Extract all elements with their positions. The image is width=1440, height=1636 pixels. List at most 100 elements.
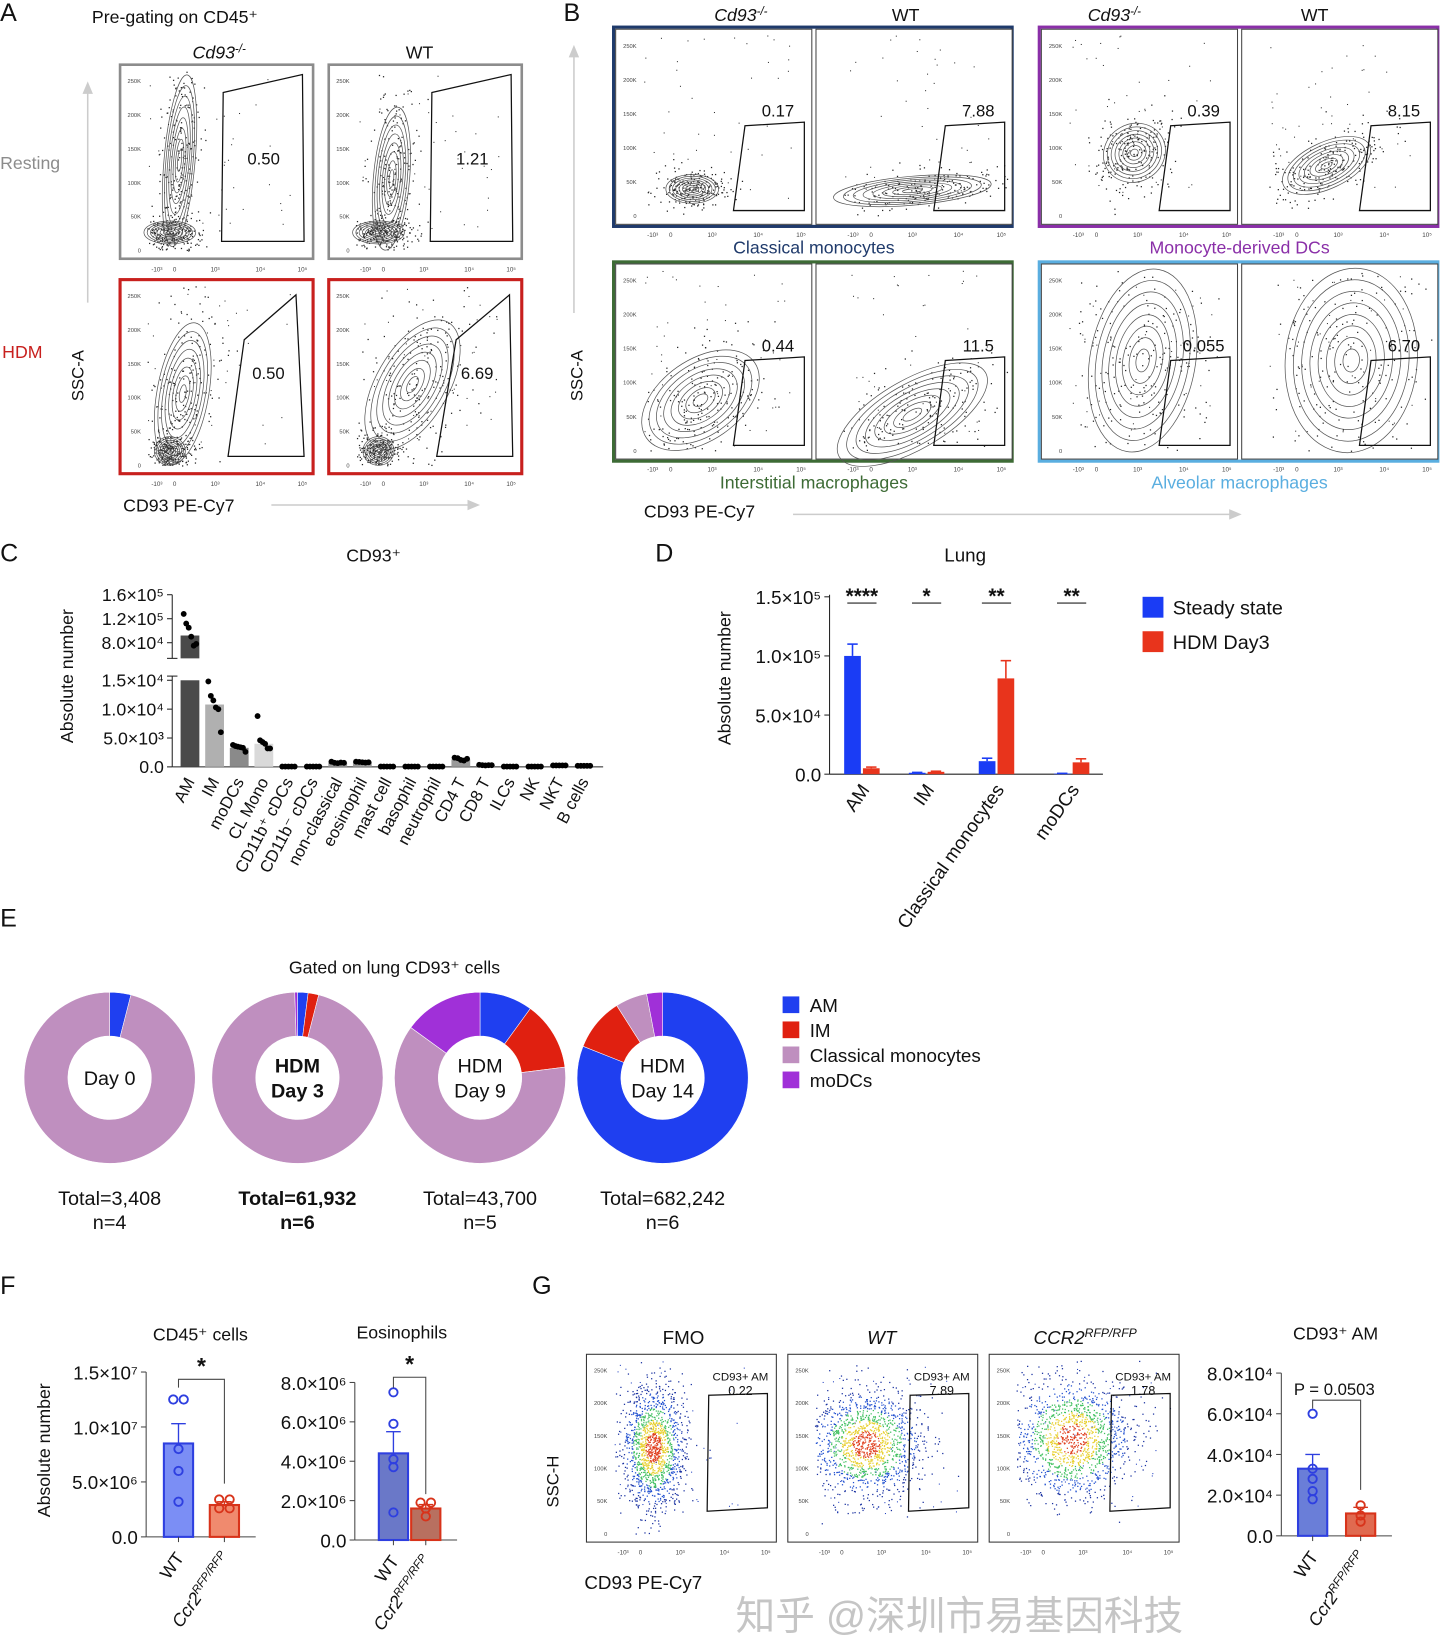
event-dot bbox=[969, 195, 971, 197]
data-point bbox=[183, 620, 190, 627]
event-dot bbox=[634, 1485, 636, 1487]
event-dot bbox=[395, 94, 397, 97]
event-dot bbox=[977, 124, 979, 126]
event-dot bbox=[636, 1463, 639, 1465]
bar bbox=[180, 635, 200, 659]
bar bbox=[927, 771, 945, 775]
event-dot bbox=[166, 234, 168, 236]
event-dot bbox=[1088, 137, 1090, 139]
bar bbox=[844, 655, 861, 775]
event-dot bbox=[1361, 69, 1363, 71]
event-dot bbox=[171, 428, 174, 431]
event-dot bbox=[214, 323, 216, 325]
event-dot bbox=[373, 427, 375, 429]
contour-line bbox=[1304, 150, 1349, 181]
event-dot bbox=[1186, 366, 1189, 368]
event-dot bbox=[1318, 428, 1320, 431]
event-dot bbox=[696, 184, 698, 187]
event-dot bbox=[666, 210, 668, 212]
event-dot bbox=[493, 332, 495, 334]
event-dot bbox=[184, 157, 186, 160]
event-dot bbox=[762, 350, 764, 352]
event-dot bbox=[168, 381, 170, 383]
y-tick-label: 1.6×10⁵ bbox=[102, 585, 164, 605]
event-dot bbox=[227, 159, 230, 161]
event-dot bbox=[962, 401, 964, 403]
event-dot bbox=[983, 182, 985, 184]
event-dot bbox=[717, 431, 719, 433]
event-dot bbox=[659, 1442, 662, 1444]
legend-swatch bbox=[1142, 631, 1164, 653]
event-dot bbox=[180, 201, 182, 203]
contour-line bbox=[893, 401, 932, 428]
event-dot bbox=[1411, 278, 1413, 280]
event-dot bbox=[397, 137, 400, 140]
data-point bbox=[173, 1465, 184, 1477]
event-dot bbox=[406, 246, 409, 248]
event-dot bbox=[1324, 147, 1326, 149]
event-dot bbox=[1297, 341, 1300, 343]
event-dot bbox=[173, 84, 175, 86]
event-dot bbox=[1160, 120, 1162, 122]
event-dot bbox=[1168, 186, 1170, 188]
event-dot bbox=[198, 368, 201, 370]
event-dot bbox=[1174, 160, 1177, 163]
event-dot bbox=[189, 168, 191, 170]
event-dot bbox=[381, 231, 383, 233]
event-dot bbox=[675, 1456, 677, 1459]
event-dot bbox=[673, 167, 676, 169]
event-dot bbox=[688, 1420, 690, 1422]
event-dot bbox=[381, 434, 383, 437]
event-dot bbox=[1369, 407, 1372, 409]
event-dot bbox=[723, 387, 725, 389]
event-dot bbox=[662, 1501, 664, 1503]
event-dot bbox=[655, 172, 658, 174]
event-dot bbox=[1275, 163, 1277, 165]
event-dot bbox=[390, 193, 392, 195]
event-dot bbox=[188, 227, 190, 229]
event-dot bbox=[665, 1463, 668, 1465]
panel-label: C bbox=[0, 539, 18, 567]
event-dot bbox=[667, 1451, 669, 1453]
event-dot bbox=[392, 432, 395, 434]
event-dot bbox=[191, 342, 193, 345]
event-dot bbox=[374, 441, 377, 443]
event-dot bbox=[654, 1475, 656, 1477]
event-dot bbox=[937, 362, 940, 364]
event-dot bbox=[158, 441, 160, 443]
event-dot bbox=[182, 460, 184, 462]
event-dot bbox=[1335, 318, 1338, 320]
event-dot bbox=[720, 441, 722, 443]
event-dot bbox=[1342, 431, 1344, 433]
event-dot bbox=[649, 1455, 651, 1457]
event-dot bbox=[671, 1393, 674, 1395]
contour-line bbox=[668, 175, 716, 202]
event-dot bbox=[741, 365, 743, 368]
event-dot bbox=[647, 1456, 649, 1458]
event-dot bbox=[670, 184, 672, 187]
bar-chart-c: CD93⁺Absolute number0.05.0×10³1.0×10⁴1.5… bbox=[57, 545, 604, 876]
event-dot bbox=[161, 240, 164, 242]
event-dot bbox=[393, 236, 396, 238]
event-dot bbox=[180, 437, 183, 439]
data-point bbox=[217, 729, 224, 736]
event-dot bbox=[658, 1468, 660, 1471]
event-dot bbox=[389, 187, 391, 190]
event-dot bbox=[170, 368, 173, 370]
event-dot bbox=[380, 452, 382, 454]
event-dot bbox=[1191, 337, 1194, 339]
event-dot bbox=[219, 230, 221, 232]
event-dot bbox=[1353, 160, 1355, 162]
event-dot bbox=[661, 1431, 663, 1433]
event-dot bbox=[691, 382, 694, 385]
event-dot bbox=[167, 453, 170, 455]
event-dot bbox=[687, 158, 689, 160]
contour-line bbox=[161, 443, 178, 459]
donut-total: Total=61,932 bbox=[238, 1188, 356, 1210]
event-dot bbox=[650, 1461, 652, 1463]
event-dot bbox=[463, 306, 465, 308]
data-point bbox=[1355, 1500, 1366, 1511]
event-dot bbox=[1180, 358, 1182, 360]
event-dot bbox=[751, 388, 753, 391]
event-dot bbox=[166, 433, 168, 435]
